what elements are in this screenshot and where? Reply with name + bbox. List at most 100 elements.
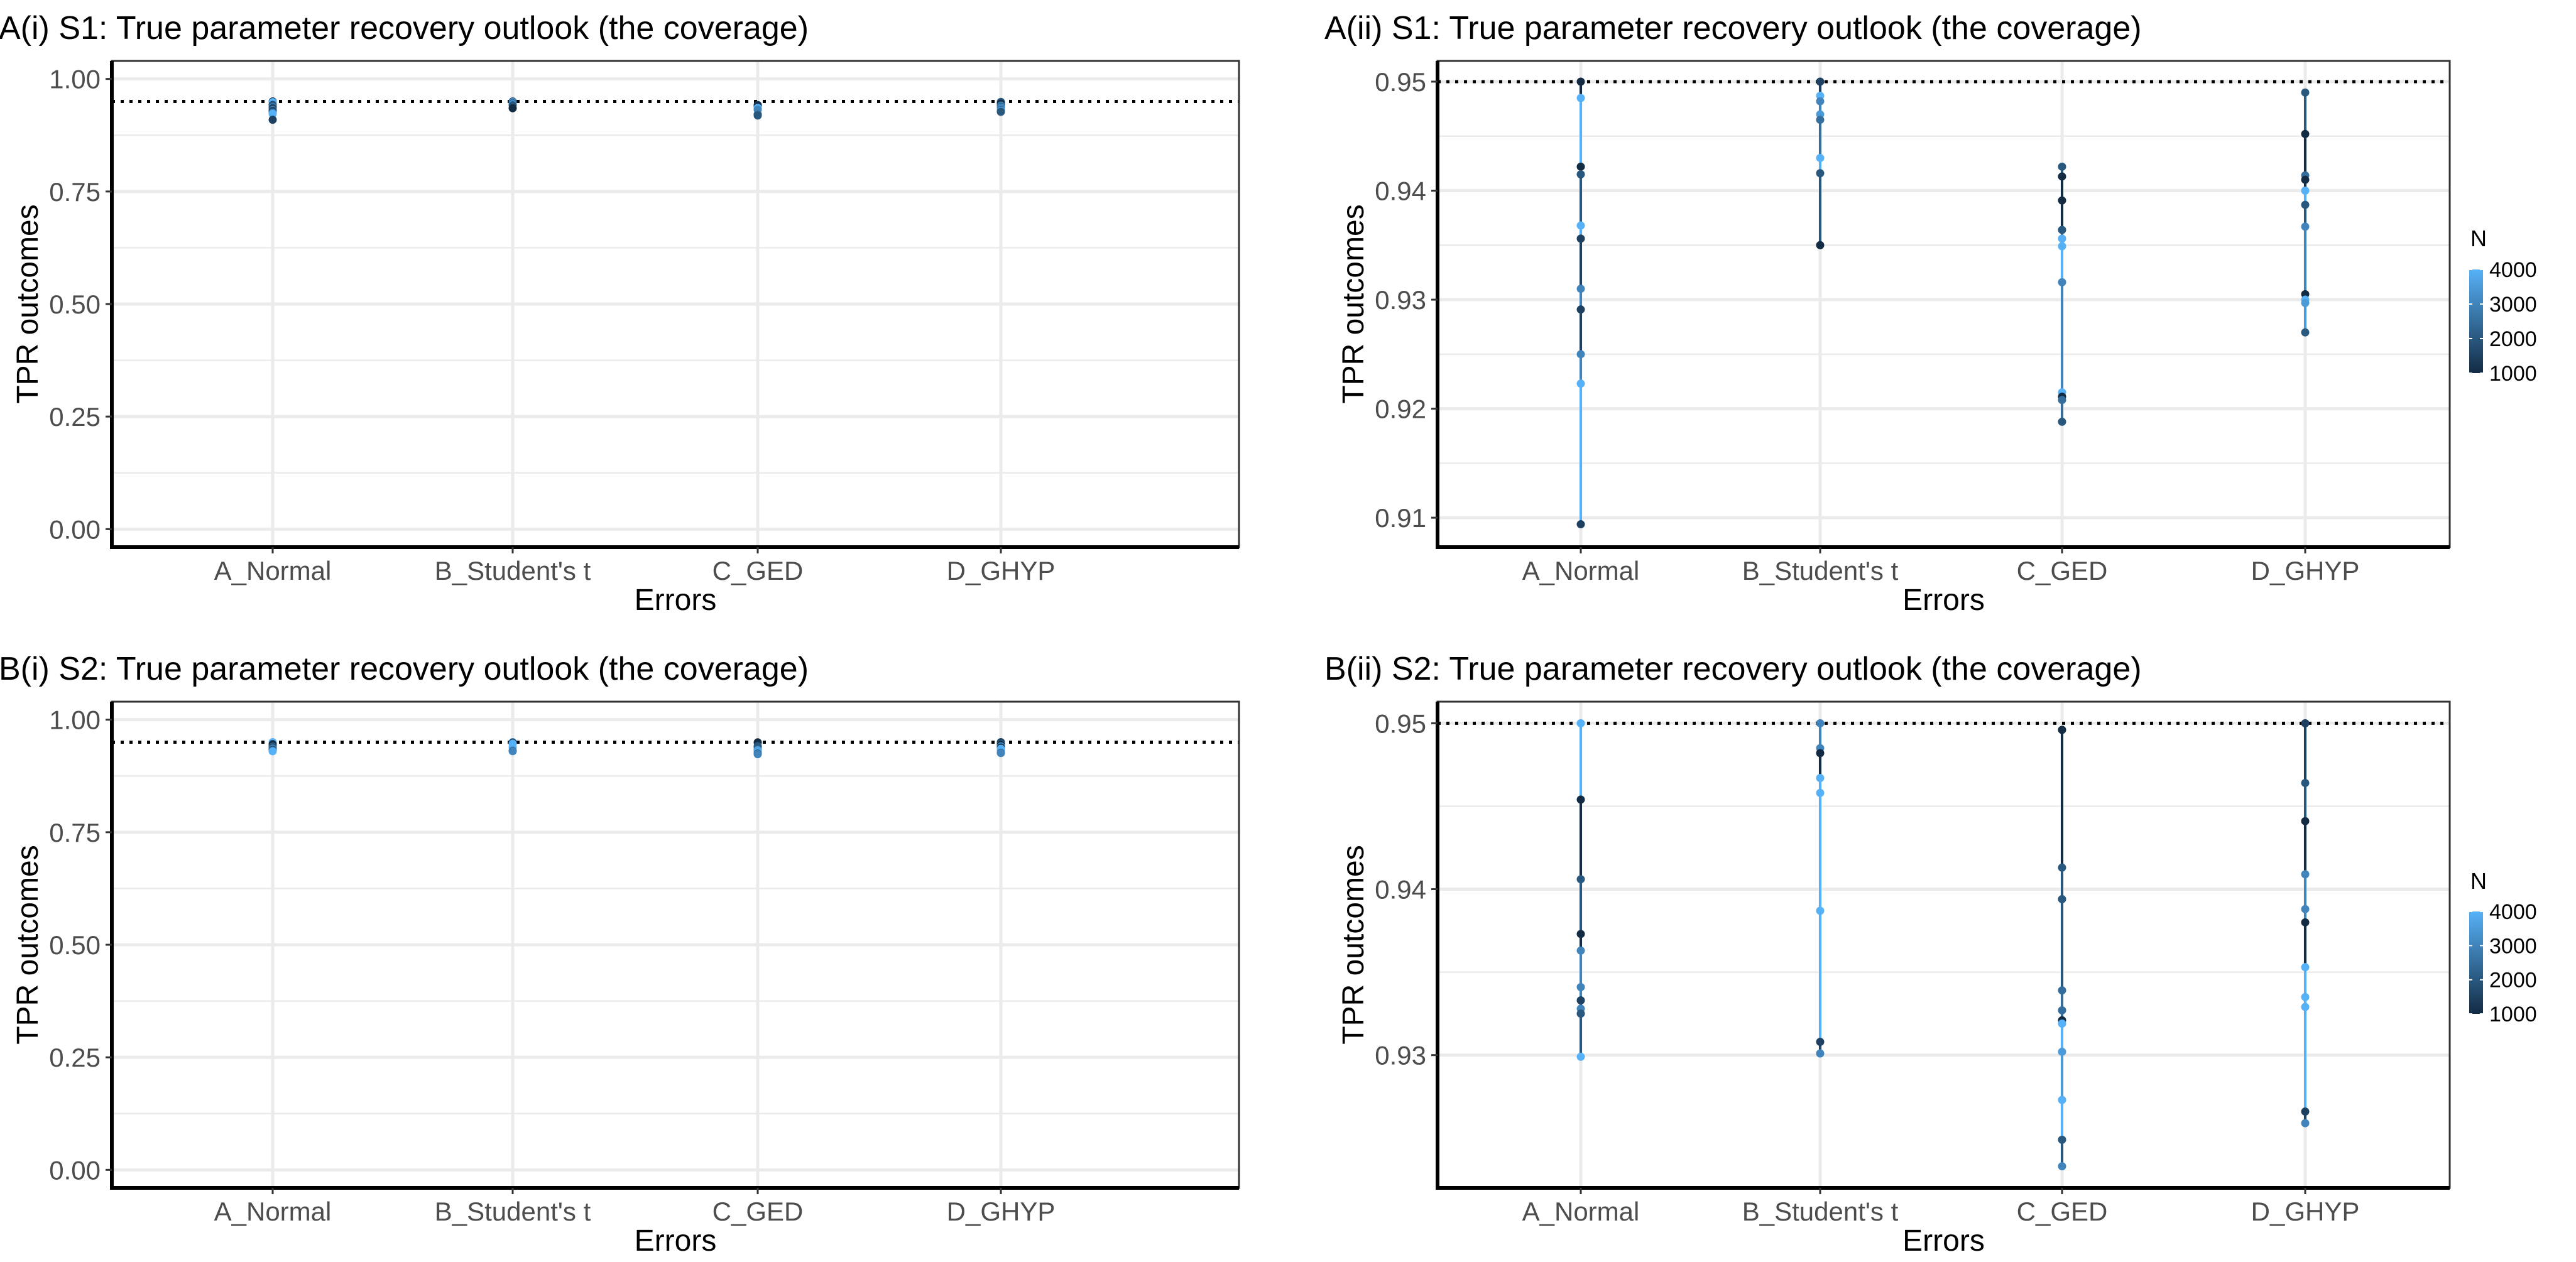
x-tick-label: C_GED: [2017, 1197, 2108, 1226]
x-tick-label: B_Student's t: [1742, 556, 1899, 585]
series-A_Normal: [1576, 719, 1585, 1061]
data-point: [1816, 97, 1825, 106]
data-point: [1576, 350, 1585, 359]
data-point: [2058, 1006, 2066, 1014]
data-point: [1576, 1009, 1585, 1018]
data-point: [2058, 242, 2066, 251]
data-point: [2058, 1135, 2066, 1144]
legend-label: 2000: [2489, 327, 2537, 351]
data-point: [1576, 930, 1585, 938]
x-tick-label: A_Normal: [1522, 556, 1640, 585]
y-tick-label: 0.95: [1375, 709, 1426, 738]
data-point: [268, 116, 277, 124]
x-tick-label: D_GHYP: [2251, 556, 2360, 585]
data-point: [1576, 77, 1585, 86]
data-point: [1576, 285, 1585, 293]
y-tick-label: 0.94: [1375, 875, 1426, 905]
x-axis-title: Errors: [1902, 1224, 1985, 1258]
x-tick-label: B_Student's t: [435, 556, 591, 585]
y-tick-label: 0.91: [1375, 503, 1426, 533]
data-point: [1816, 77, 1825, 86]
legend-label: 4000: [2489, 900, 2537, 924]
series-A_Normal: [268, 97, 277, 124]
series-A_Normal: [268, 738, 277, 756]
x-axis-title: Errors: [635, 584, 717, 617]
legend-label: 3000: [2489, 934, 2537, 958]
data-point: [2301, 200, 2310, 209]
y-tick-label: 0.25: [49, 402, 101, 432]
legend-title: N: [2470, 868, 2487, 894]
panel-title: B(ii) S2: True parameter recovery outloo…: [1324, 651, 2142, 687]
series-A_Normal: [1576, 77, 1585, 529]
data-point: [2058, 417, 2066, 426]
data-point: [2301, 328, 2310, 337]
legend-label: 1000: [2489, 362, 2537, 386]
panel-title: A(ii) S1: True parameter recovery outloo…: [1324, 10, 2142, 46]
legend-title: N: [2470, 226, 2487, 251]
y-tick-label: 0.94: [1375, 177, 1426, 206]
legend-label: 3000: [2489, 293, 2537, 317]
y-tick-label: 0.00: [49, 514, 101, 544]
data-point: [1816, 116, 1825, 124]
panel-Ai: A(i) S1: True parameter recovery outlook…: [0, 10, 1240, 617]
data-point: [1816, 241, 1825, 249]
series-C_GED: [2058, 162, 2066, 426]
data-point: [1576, 162, 1585, 171]
x-tick-label: B_Student's t: [435, 1197, 591, 1226]
data-point: [508, 104, 517, 112]
data-point: [2058, 196, 2066, 205]
data-point: [1576, 234, 1585, 243]
data-point: [1816, 774, 1825, 783]
data-point: [2058, 226, 2066, 234]
y-axis-title: TPR outcomes: [11, 204, 45, 403]
data-point: [2301, 1003, 2310, 1011]
x-tick-label: D_GHYP: [947, 1197, 1056, 1226]
data-point: [1576, 982, 1585, 991]
x-tick-label: A_Normal: [1522, 1197, 1640, 1226]
data-point: [2058, 1047, 2066, 1056]
data-point: [2301, 870, 2310, 879]
data-point: [1816, 169, 1825, 178]
data-point: [996, 749, 1005, 758]
data-point: [2301, 918, 2310, 927]
panel-border: [1436, 60, 2451, 548]
data-point: [2301, 778, 2310, 787]
data-point: [753, 750, 762, 759]
x-tick-label: A_Normal: [214, 556, 332, 585]
data-point: [2058, 1019, 2066, 1028]
x-tick-label: C_GED: [712, 1197, 804, 1226]
data-point: [2301, 88, 2310, 97]
x-tick-label: D_GHYP: [947, 556, 1056, 585]
data-point: [1576, 1052, 1585, 1061]
data-point: [1576, 946, 1585, 955]
data-point: [1576, 795, 1585, 804]
series-B_Student's t: [508, 738, 517, 756]
series-B_Student's t: [1816, 77, 1825, 249]
data-point: [1816, 153, 1825, 162]
panel-Aii: A(ii) S1: True parameter recovery outloo…: [1324, 10, 2537, 617]
y-axis-title: TPR outcomes: [1337, 204, 1370, 403]
series-B_Student's t: [1816, 719, 1825, 1058]
legend-colorbar: [2469, 269, 2483, 373]
data-point: [2301, 719, 2310, 727]
data-point: [2301, 298, 2310, 307]
panel-Bii: B(ii) S2: True parameter recovery outloo…: [1324, 651, 2537, 1258]
series-D_GHYP: [996, 738, 1005, 758]
data-point: [2301, 222, 2310, 231]
data-point: [1576, 875, 1585, 884]
y-tick-label: 0.00: [49, 1155, 101, 1185]
data-point: [1576, 379, 1585, 388]
y-tick-label: 0.75: [49, 818, 101, 847]
data-point: [2058, 234, 2066, 243]
data-point: [2058, 895, 2066, 903]
data-point: [2058, 172, 2066, 181]
data-point: [2301, 129, 2310, 138]
data-point: [2301, 1107, 2310, 1116]
panel-Bi: B(i) S2: True parameter recovery outlook…: [0, 651, 1240, 1258]
y-tick-label: 0.92: [1375, 394, 1426, 424]
legend-label: 2000: [2489, 969, 2537, 993]
series-D_GHYP: [2301, 88, 2310, 337]
data-point: [2301, 1119, 2310, 1128]
data-point: [1816, 749, 1825, 758]
series-C_GED: [753, 738, 762, 759]
